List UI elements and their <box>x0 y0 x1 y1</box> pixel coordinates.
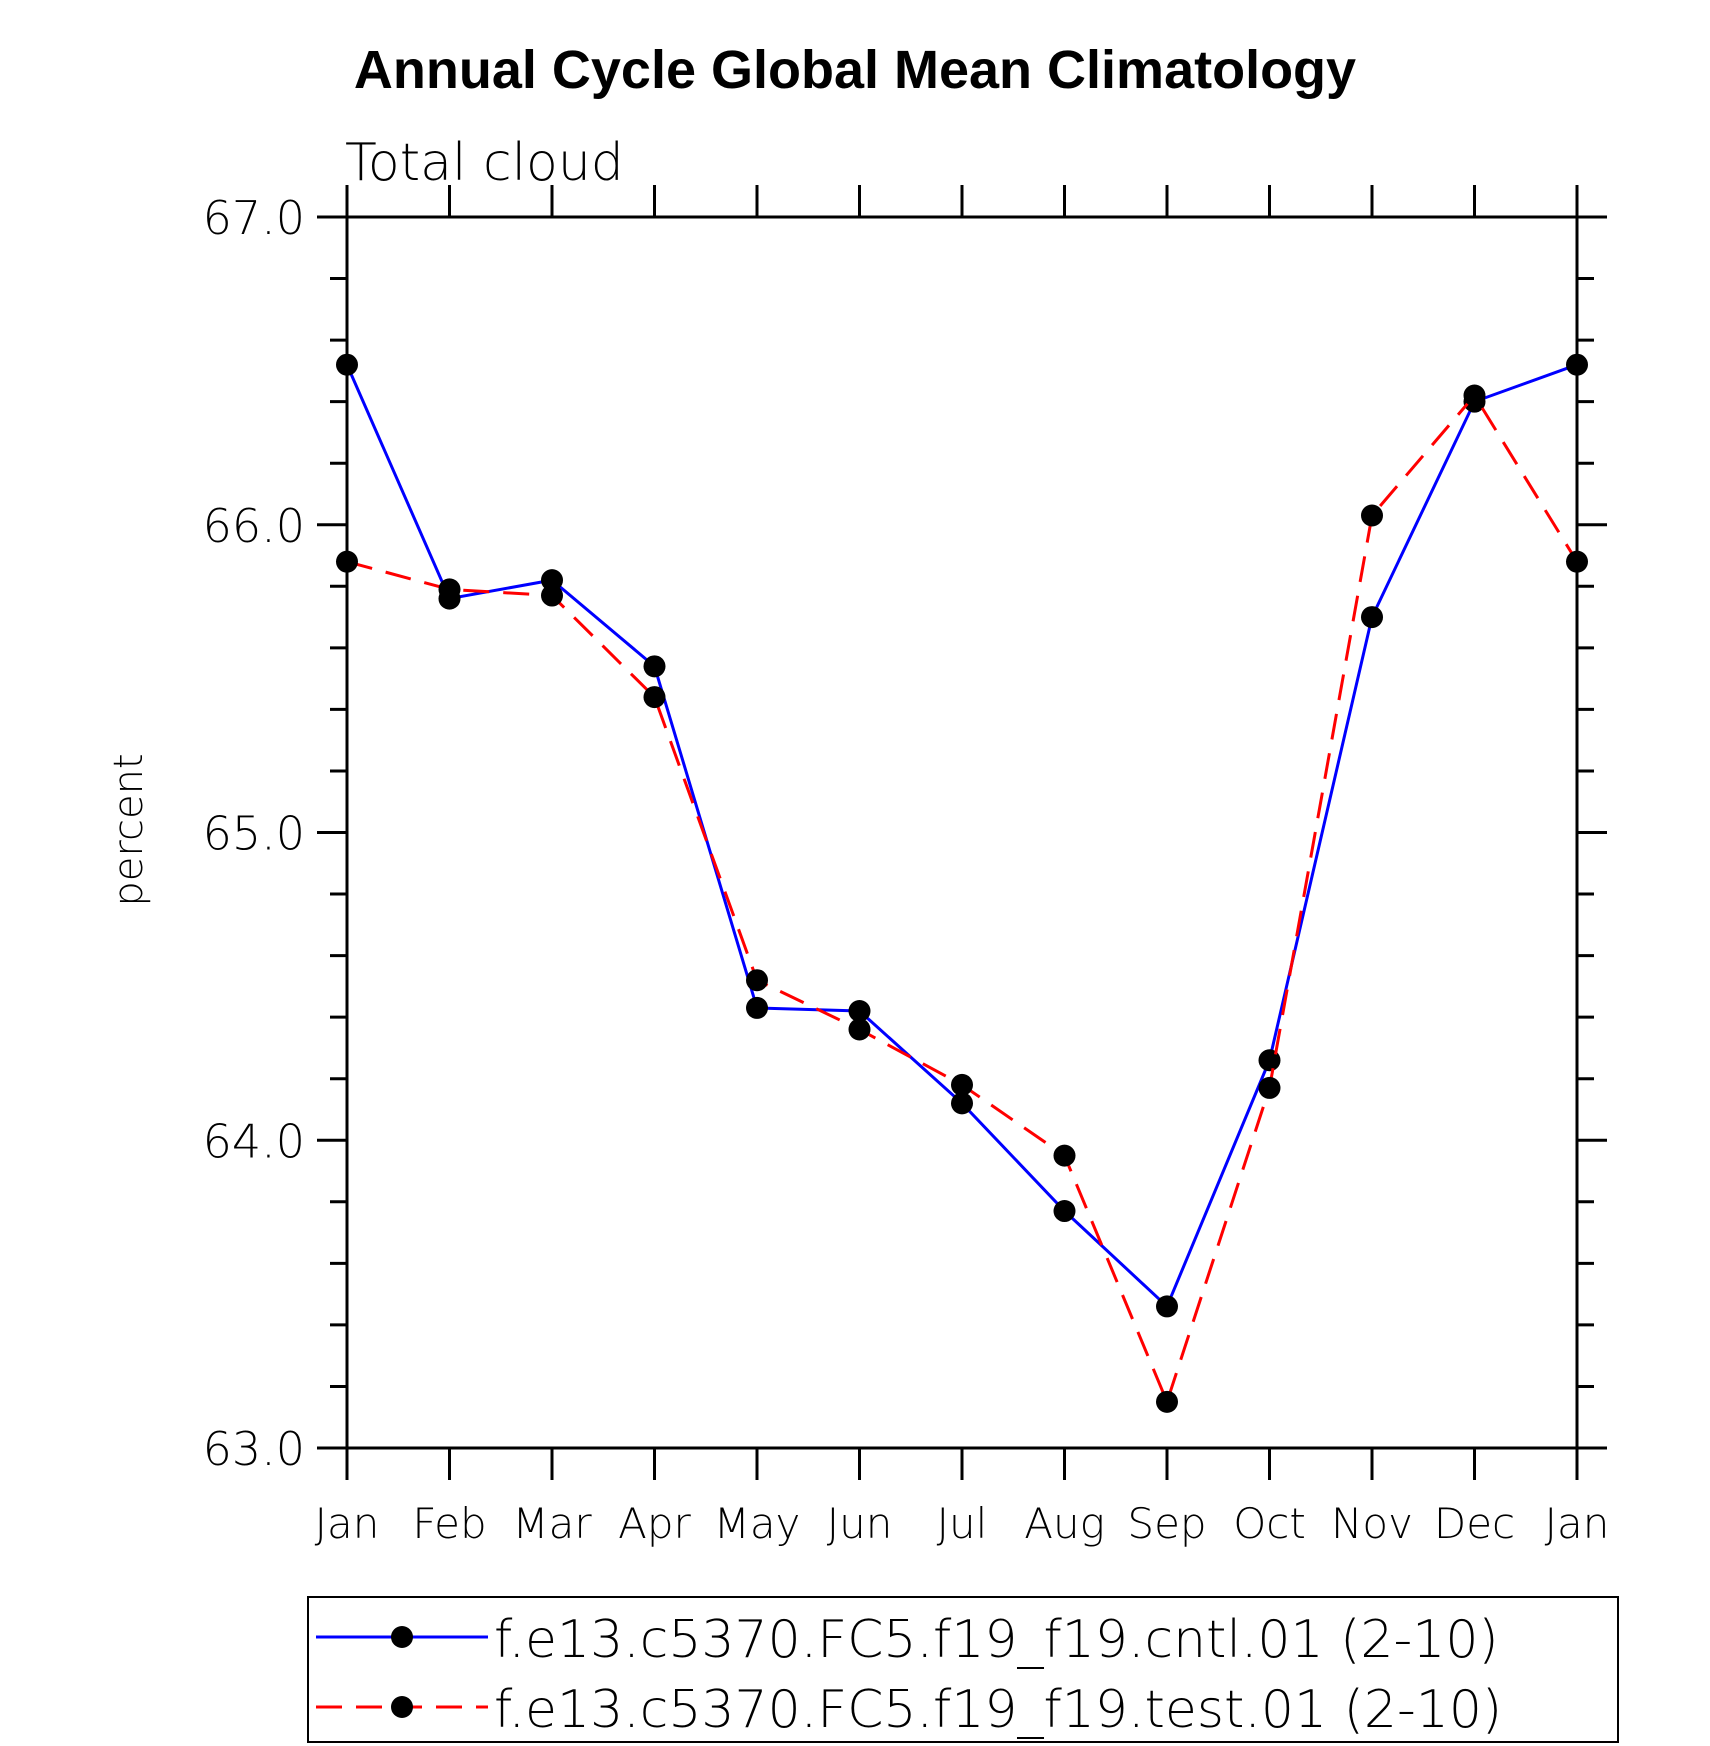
series-layer <box>336 353 1588 1413</box>
y-axis-label: percent <box>106 753 152 906</box>
x-tick-label: Nov <box>1331 1499 1413 1548</box>
x-tick-label: Jan <box>1545 1499 1610 1548</box>
x-tick-label: Jun <box>827 1499 893 1548</box>
series-1 <box>336 353 1588 1318</box>
data-point <box>1053 1200 1076 1223</box>
data-point <box>1156 1295 1178 1318</box>
legend-entry-label: f.e13.c5370.FC5.f19_f19.cntl.01 (2-10) <box>494 1610 1499 1670</box>
legend-marker <box>391 1626 413 1648</box>
plot-frame <box>345 215 1579 1450</box>
series-line <box>346 392 1579 1407</box>
y-tick-label: 63.0 <box>203 1422 305 1476</box>
plot-border <box>345 215 1579 1450</box>
data-point <box>848 1018 871 1041</box>
x-tick-label: Mar <box>512 1499 592 1548</box>
legend: f.e13.c5370.FC5.f19_f19.cntl.01 (2-10) f.… <box>307 1596 1619 1743</box>
data-point <box>1361 504 1383 527</box>
legend-box <box>307 1596 1619 1743</box>
data-point <box>438 578 461 601</box>
data-point <box>1258 1076 1281 1099</box>
x-axis-ticks: Jan Feb Mar Apr May Jun Jul Aug Sep Oct Nov Dec Jan <box>315 185 1610 1548</box>
x-tick-label: May <box>714 1499 801 1548</box>
data-point <box>643 655 666 678</box>
y-tick-label: 66.0 <box>203 499 305 553</box>
data-point <box>1463 384 1486 407</box>
chart-subtitle: Total cloud <box>345 133 624 193</box>
data-point <box>1258 1049 1281 1072</box>
data-point <box>746 996 768 1019</box>
x-tick-label: Apr <box>618 1499 691 1548</box>
y-tick-label: 64.0 <box>203 1114 305 1168</box>
data-point <box>746 969 768 992</box>
y-tick-label: 67.0 <box>203 191 305 245</box>
data-point <box>848 999 871 1022</box>
legend-marker <box>391 1696 413 1718</box>
data-point <box>541 569 563 592</box>
data-point <box>336 353 358 376</box>
data-point <box>1156 1390 1178 1413</box>
x-tick-label: Sep <box>1127 1499 1206 1548</box>
series-line <box>345 363 1578 1310</box>
series-2 <box>336 384 1588 1413</box>
data-point <box>1361 606 1383 629</box>
data-point <box>951 1092 973 1115</box>
data-point <box>541 584 563 607</box>
x-tick-label: Jul <box>937 1499 988 1548</box>
x-tick-label: Oct <box>1233 1499 1306 1548</box>
data-point <box>643 686 666 709</box>
data-point <box>336 550 358 573</box>
data-point <box>951 1073 973 1096</box>
y-axis-ticks: 63.0 64.0 65.0 66.0 67.0 <box>203 191 1607 1476</box>
y-tick-label: 65.0 <box>203 807 305 861</box>
chart-title: Annual Cycle Global Mean Climatology <box>354 40 1356 100</box>
x-tick-label: Dec <box>1434 1499 1515 1548</box>
x-tick-label: Jan <box>315 1499 380 1548</box>
data-point <box>1053 1144 1076 1167</box>
data-point <box>1566 353 1588 376</box>
x-tick-label: Feb <box>412 1499 486 1548</box>
legend-entry-label: f.e13.c5370.FC5.f19_f19.test.01 (2-10) <box>494 1680 1502 1740</box>
data-point <box>1566 550 1588 573</box>
x-tick-label: Aug <box>1024 1499 1105 1548</box>
